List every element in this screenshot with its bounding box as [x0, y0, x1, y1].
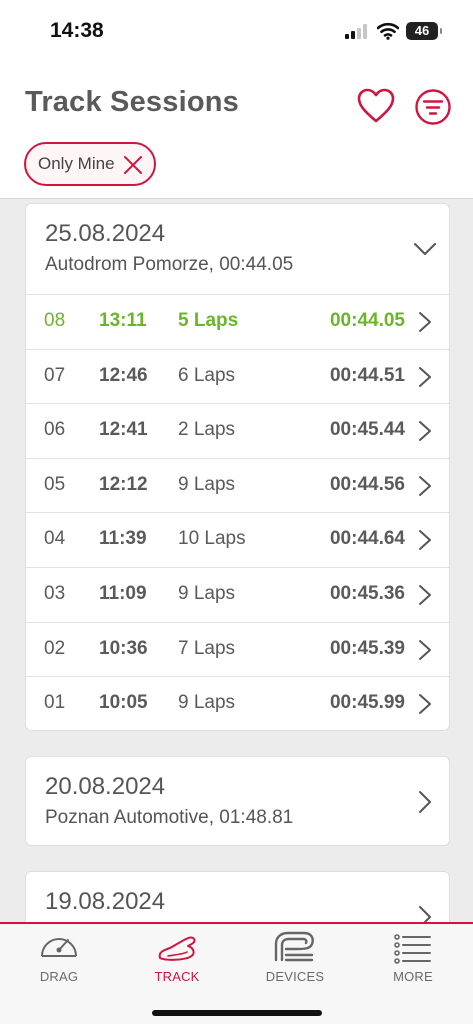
session-time: 10:05 [99, 692, 148, 714]
only-mine-filter-chip[interactable]: Only Mine [24, 142, 156, 186]
battery-icon: 46 [406, 22, 442, 40]
lap-session-row[interactable]: 04 11:39 10 Laps 00:44.64 [26, 512, 449, 567]
header: Track Sessions Only Mine [0, 62, 473, 198]
best-lap-time: 00:45.36 [329, 582, 405, 604]
lap-session-row[interactable]: 01 10:05 9 Laps 00:45.99 [26, 676, 449, 731]
session-number: 06 [44, 419, 66, 441]
lap-count: 9 Laps [178, 582, 236, 604]
status-time: 14:38 [50, 19, 104, 42]
lap-count: 10 Laps [178, 528, 246, 550]
session-number: 05 [44, 473, 66, 495]
session-track-best: Autodrom Pomorze, 00:44.05 [45, 254, 294, 275]
session-time: 11:09 [99, 582, 147, 604]
best-lap-time: 00:45.44 [329, 419, 405, 441]
session-time: 11:39 [99, 528, 147, 550]
session-number: 08 [44, 310, 66, 331]
session-header[interactable]: 25.08.2024 Autodrom Pomorze, 00:44.05 [26, 204, 449, 294]
chip-label: Only Mine [38, 154, 115, 173]
chevron-right-icon [419, 421, 431, 442]
menu-list-icon [394, 934, 431, 964]
tab-label: DEVICES [265, 969, 325, 984]
session-time: 12:46 [99, 364, 148, 386]
best-lap-time: 00:45.39 [329, 637, 405, 659]
session-date: 20.08.2024 [45, 773, 166, 800]
session-time: 10:36 [99, 637, 148, 659]
chevron-right-icon [419, 639, 431, 660]
cellular-signal-icon [345, 24, 369, 39]
tab-more[interactable]: MORE [354, 930, 472, 990]
lap-session-row[interactable]: 06 12:41 2 Laps 00:45.44 [26, 403, 449, 458]
tab-drag[interactable]: DRAG [0, 930, 118, 990]
page-title: Track Sessions [25, 86, 239, 118]
chevron-right-icon[interactable] [413, 790, 437, 814]
tab-label: TRACK [154, 969, 200, 984]
session-number: 01 [44, 692, 66, 714]
best-lap-time: 00:44.05 [329, 310, 405, 331]
session-track-best: Poznan Automotive, 01:48.81 [45, 807, 294, 828]
session-card[interactable]: 20.08.2024 Poznan Automotive, 01:48.81 [25, 756, 450, 846]
session-header[interactable]: 19.08.2024 [26, 872, 449, 922]
session-time: 13:11 [99, 310, 147, 331]
chevron-down-icon[interactable] [413, 237, 437, 261]
chevron-right-icon [419, 366, 431, 387]
home-indicator [152, 1010, 322, 1016]
lap-count: 6 Laps [178, 364, 236, 386]
lap-session-row[interactable]: 02 10:36 7 Laps 00:45.39 [26, 621, 449, 677]
lap-count: 9 Laps [178, 473, 236, 495]
track-icon [158, 936, 196, 961]
session-time: 12:41 [99, 419, 148, 441]
session-number: 04 [44, 528, 66, 550]
sessions-list: 25.08.2024 Autodrom Pomorze, 00:44.05 08… [0, 198, 473, 922]
tab-track[interactable]: TRACK [118, 930, 236, 990]
filter-icon[interactable] [414, 88, 452, 126]
session-card: 25.08.2024 Autodrom Pomorze, 00:44.05 08… [25, 203, 450, 731]
lap-count: 7 Laps [178, 637, 236, 659]
session-number: 03 [44, 582, 66, 604]
best-lap-time: 00:44.51 [329, 364, 405, 386]
lap-count: 2 Laps [178, 419, 236, 441]
wifi-icon [377, 22, 399, 40]
tab-label: DRAG [39, 969, 79, 984]
bottom-tab-bar: DRAG TRACK DEVICES MORE [0, 922, 473, 1024]
close-icon[interactable] [122, 154, 144, 176]
lap-session-row[interactable]: 07 12:46 6 Laps 00:44.51 [26, 348, 449, 404]
chevron-right-icon [419, 530, 431, 551]
best-lap-time: 00:45.99 [329, 692, 405, 714]
session-header[interactable]: 20.08.2024 Poznan Automotive, 01:48.81 [26, 757, 449, 847]
lap-session-row[interactable]: 08 13:11 5 Laps 00:44.05 [26, 294, 449, 349]
session-number: 07 [44, 364, 66, 386]
best-lap-time: 00:44.56 [329, 473, 405, 495]
device-icon [274, 931, 314, 962]
lap-session-row[interactable]: 03 11:09 9 Laps 00:45.36 [26, 566, 449, 622]
chevron-right-icon [419, 475, 431, 496]
tab-label: MORE [393, 969, 433, 984]
tab-devices[interactable]: DEVICES [236, 930, 354, 990]
lap-count: 5 Laps [178, 310, 239, 331]
lap-session-row[interactable]: 05 12:12 9 Laps 00:44.56 [26, 457, 449, 513]
chevron-right-icon [419, 694, 431, 715]
session-time: 12:12 [99, 473, 148, 495]
session-date: 19.08.2024 [45, 888, 166, 915]
best-lap-time: 00:44.64 [329, 528, 405, 550]
session-card[interactable]: 19.08.2024 [25, 871, 450, 922]
gauge-icon [41, 938, 77, 957]
chevron-right-icon [419, 312, 431, 332]
session-number: 02 [44, 637, 66, 659]
lap-count: 9 Laps [178, 692, 236, 714]
favorite-heart-icon[interactable] [356, 86, 396, 126]
chevron-right-icon [419, 584, 431, 605]
session-date: 25.08.2024 [45, 220, 166, 247]
chevron-right-icon[interactable] [413, 905, 437, 922]
status-bar: 14:38 46 [0, 0, 473, 62]
